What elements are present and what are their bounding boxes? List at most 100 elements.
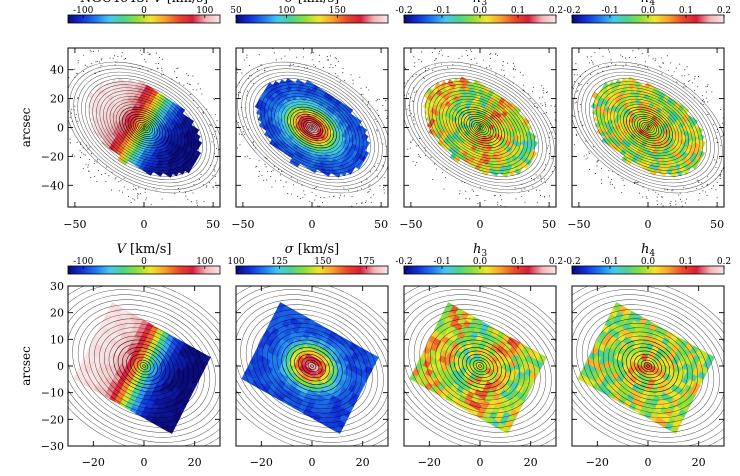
noise-dot <box>322 202 324 204</box>
noise-dot <box>415 73 417 76</box>
x-tick-label: 0 <box>309 456 316 469</box>
noise-dot <box>376 120 378 123</box>
noise-dot <box>424 155 427 157</box>
noise-dot <box>561 131 562 132</box>
noise-dot <box>648 189 650 191</box>
noise-dot <box>109 57 111 59</box>
noise-dot <box>196 202 198 204</box>
noise-dot <box>683 186 685 188</box>
noise-dot <box>236 72 238 74</box>
isophote <box>237 65 387 190</box>
noise-dot <box>543 178 545 180</box>
noise-dot <box>669 203 671 205</box>
noise-dot <box>399 86 400 87</box>
plot-area <box>563 48 729 207</box>
y-tick-label: −40 <box>41 179 64 192</box>
noise-dot <box>397 85 398 86</box>
x-tick-label: 0 <box>309 218 316 231</box>
noise-dot <box>82 167 84 169</box>
isophote <box>455 106 505 149</box>
panel-title: σ [km/s] <box>285 0 339 6</box>
noise-dot <box>396 128 397 129</box>
noise-dot <box>459 193 461 195</box>
noise-dot <box>292 184 295 186</box>
isophote <box>236 61 388 194</box>
noise-dot <box>470 65 472 67</box>
noise-dot <box>415 90 417 92</box>
isophote <box>99 327 189 405</box>
noise-dot <box>695 187 697 190</box>
noise-dot <box>132 198 134 200</box>
noise-dot <box>551 171 553 173</box>
noise-dot <box>577 90 579 92</box>
noise-dot <box>319 205 321 207</box>
colorbar-tick-label: 150 <box>329 6 346 16</box>
isophote <box>592 318 704 414</box>
noise-dot <box>580 76 582 78</box>
noise-dot <box>447 66 449 68</box>
noise-dot <box>206 185 208 187</box>
noise-dot <box>63 119 64 120</box>
isophote <box>449 101 511 154</box>
isophote <box>119 106 169 149</box>
isophote <box>68 286 220 446</box>
noise-dot <box>728 139 729 140</box>
isophote <box>300 118 324 137</box>
noise-dot <box>90 153 93 155</box>
noise-dot <box>123 186 125 188</box>
isophote <box>572 286 724 446</box>
noise-dot <box>471 50 473 53</box>
colorbar-tick-label: 0 <box>141 6 147 16</box>
noise-dot <box>559 136 560 137</box>
panel-1-0: -100 0 100 V [km/s] −20 0 20 −30 −20 −10 0 10 20 30 ar… <box>19 242 221 469</box>
noise-dot <box>726 149 727 150</box>
noise-dot <box>524 188 526 190</box>
noise-dot <box>390 95 391 96</box>
noise-dot <box>339 194 341 196</box>
isophote <box>236 286 388 446</box>
noise-dot <box>292 63 294 65</box>
noise-dot <box>141 53 143 55</box>
noise-dot <box>661 196 663 198</box>
noise-dot <box>378 98 380 101</box>
noise-dot <box>315 195 317 197</box>
isophote <box>108 335 180 397</box>
noise-dot <box>360 93 362 96</box>
noise-dot <box>243 59 245 61</box>
isophote <box>81 75 207 180</box>
colorbar-tick-label: 0.2 <box>549 257 563 267</box>
noise-dot <box>684 69 686 71</box>
noise-dot <box>490 53 492 55</box>
noise-dot <box>177 187 180 190</box>
noise-dot <box>71 108 73 110</box>
noise-dot <box>563 74 564 75</box>
isophote-contours <box>404 61 556 194</box>
noise-dot <box>297 180 299 182</box>
noise-dot <box>564 138 565 139</box>
isophote <box>284 104 340 151</box>
isophote <box>72 304 216 428</box>
noise-dot <box>147 51 149 53</box>
noise-dot <box>609 183 611 185</box>
noise-dot <box>435 168 437 170</box>
noise-dot <box>95 72 97 74</box>
x-tick-label: −20 <box>250 456 273 469</box>
noise-dot <box>228 99 229 100</box>
isophote <box>126 350 162 382</box>
noise-dot <box>664 189 666 191</box>
noise-dot <box>77 62 79 64</box>
noise-dot <box>342 72 344 74</box>
noise-dot <box>573 144 576 146</box>
noise-dot <box>146 197 148 199</box>
noise-dot <box>440 49 442 51</box>
noise-dot <box>597 159 599 162</box>
isophote-contours <box>68 286 220 446</box>
isophote <box>573 65 723 190</box>
isophote <box>139 362 149 370</box>
noise-dot <box>716 182 718 184</box>
noise-dot <box>399 164 400 165</box>
noise-dot <box>702 190 704 192</box>
isophote <box>68 299 220 433</box>
noise-dot <box>277 168 280 170</box>
noise-dot <box>376 109 378 111</box>
